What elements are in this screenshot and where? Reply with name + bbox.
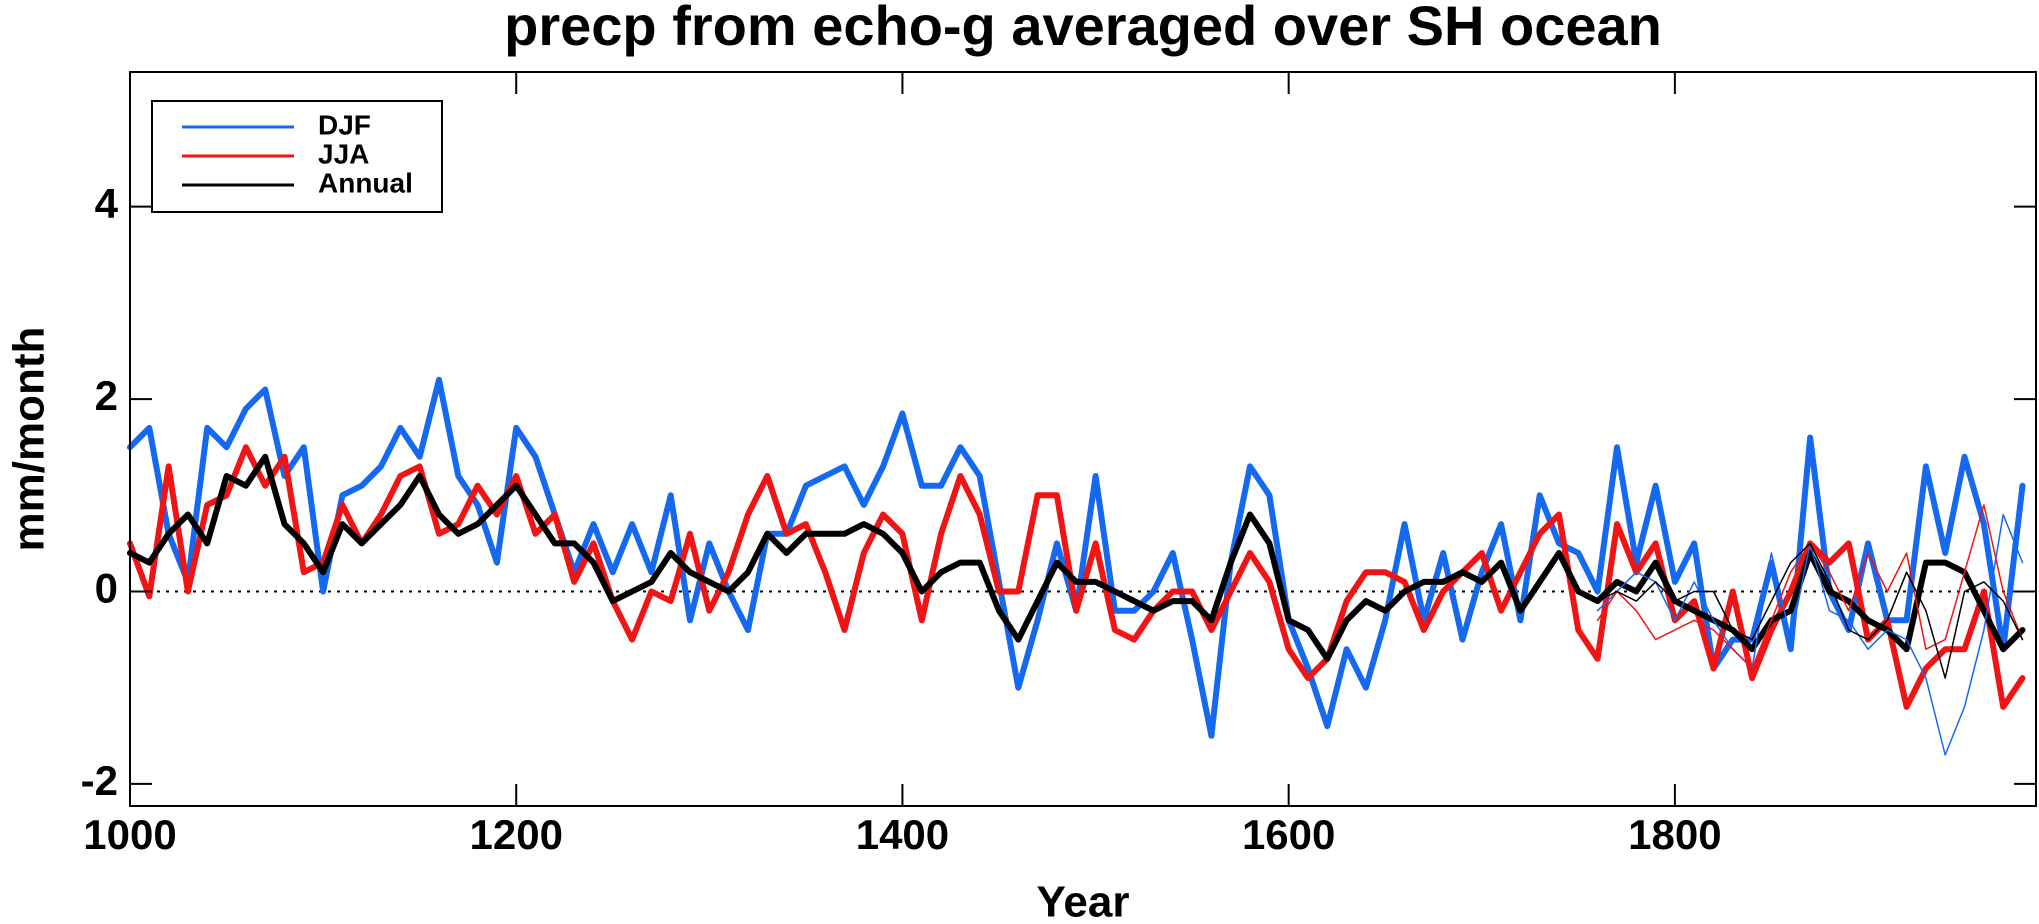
plot-frame: [129, 71, 2037, 807]
x-tick-label: 1200: [470, 811, 563, 858]
legend-label: DJF: [318, 109, 371, 140]
series-line: [127, 453, 2026, 662]
y-tick-label: 4: [95, 180, 119, 227]
x-axis-label: Year: [1037, 878, 1130, 924]
legend-label: Annual: [318, 167, 413, 198]
x-tick-label: 1400: [856, 811, 949, 858]
x-tick-label: 1000: [83, 811, 176, 858]
series-line: [127, 376, 2026, 739]
chart-title: precp from echo-g averaged over SH ocean: [504, 0, 1662, 57]
series-line: [127, 444, 2026, 710]
y-tick-label: 2: [95, 372, 118, 419]
x-tick-label: 1600: [1242, 811, 1335, 858]
y-tick-label: -2: [81, 757, 118, 804]
series-line: [1596, 542, 2024, 679]
legend-label: JJA: [318, 138, 369, 169]
y-tick-label: 0: [95, 565, 118, 612]
y-axis-label: mm/month: [5, 327, 54, 552]
x-tick-label: 1800: [1628, 811, 1721, 858]
